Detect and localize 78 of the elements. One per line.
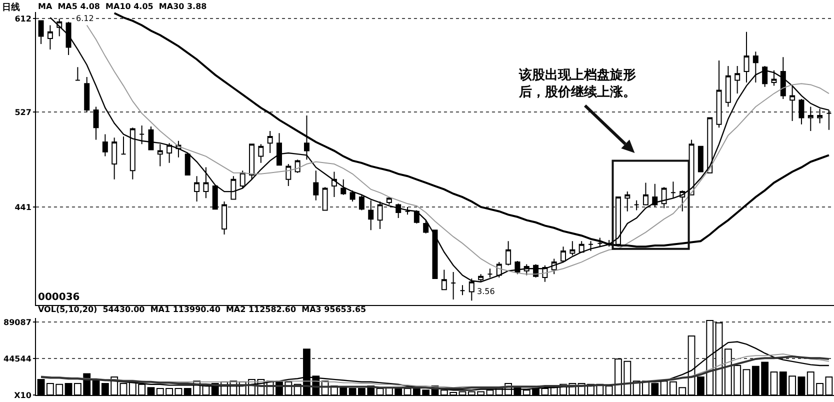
candlestick [38, 20, 44, 44]
candlestick [267, 130, 273, 154]
candlestick [258, 144, 264, 164]
candlestick [212, 186, 218, 210]
candlestick [166, 142, 172, 164]
y-tick-label: 612 [14, 14, 32, 24]
candlestick [725, 65, 731, 108]
candlestick [698, 146, 704, 172]
candlestick [130, 127, 136, 180]
candlestick [194, 176, 200, 202]
candlestick [404, 206, 410, 216]
candlestick [93, 106, 99, 140]
candlestick [661, 186, 667, 209]
candlestick [304, 115, 310, 160]
candlestick [386, 196, 392, 206]
candlestick [780, 56, 786, 100]
candlestick [230, 176, 236, 200]
candlestick [322, 186, 328, 211]
y-tick-label: 89087 [4, 318, 32, 327]
candlestick [790, 85, 796, 122]
y-tick-label: X10 [14, 390, 32, 400]
candlestick [139, 124, 145, 145]
candlestick [358, 194, 364, 211]
candlestick [47, 24, 53, 50]
candlestick [74, 66, 80, 81]
candlestick [350, 190, 356, 202]
candlestick [450, 271, 456, 300]
y-tick-label: 441 [14, 202, 32, 212]
candlestick [313, 170, 319, 201]
candlestick [670, 181, 676, 199]
text: 日线 [2, 2, 20, 13]
annotation: 该股出现上档盘旋形后，股价继续上涨。 [518, 67, 636, 100]
candlestick [652, 183, 658, 208]
annotation: 6.12 [76, 14, 94, 23]
candlestick [441, 269, 447, 290]
candlestick [570, 240, 576, 256]
candlestick [84, 76, 90, 113]
candlestick [148, 126, 154, 150]
candlestick [157, 144, 163, 167]
candlestick [808, 106, 814, 132]
candlestick [716, 60, 722, 128]
candlestick [340, 178, 346, 196]
candlestick [744, 31, 750, 83]
annotation: 3.56 [477, 287, 495, 296]
candlestick [377, 200, 383, 230]
candlestick [624, 191, 630, 212]
candlestick [102, 134, 108, 157]
candlestick [276, 132, 282, 166]
candlestick [752, 51, 758, 83]
candlestick [203, 166, 209, 199]
candlestick [798, 98, 804, 125]
candlestick [368, 200, 374, 231]
annotation: 000036 [38, 292, 80, 303]
candlestick [112, 137, 118, 180]
candlestick [222, 200, 228, 235]
text: MA MA5 4.08 MA10 4.05 MA30 3.88 [38, 2, 208, 11]
candlestick [771, 70, 777, 86]
candlestick [634, 200, 640, 211]
annotation: VOL(5,10,20) 54430.00 MA1 113990.40 MA2 112582.60 MA3 95653.65 [38, 305, 367, 314]
y-tick-label: 44544 [4, 354, 32, 364]
candlestick [184, 152, 190, 176]
candlestick [423, 220, 429, 234]
candlestick [642, 182, 648, 206]
y-tick-label: 527 [14, 108, 32, 118]
candlestick [762, 65, 768, 88]
candlestick [506, 240, 512, 266]
candlestick [294, 159, 300, 174]
candlestick [560, 246, 566, 263]
candlestick [240, 170, 246, 189]
candlestick [120, 136, 126, 155]
candlestick [734, 65, 740, 94]
candlestick [487, 268, 493, 278]
candlestick [707, 117, 713, 174]
candlestick [817, 108, 823, 124]
candlestick [66, 21, 72, 56]
candlestick [249, 144, 255, 180]
candlestick [286, 164, 292, 187]
candlestick [460, 284, 466, 296]
